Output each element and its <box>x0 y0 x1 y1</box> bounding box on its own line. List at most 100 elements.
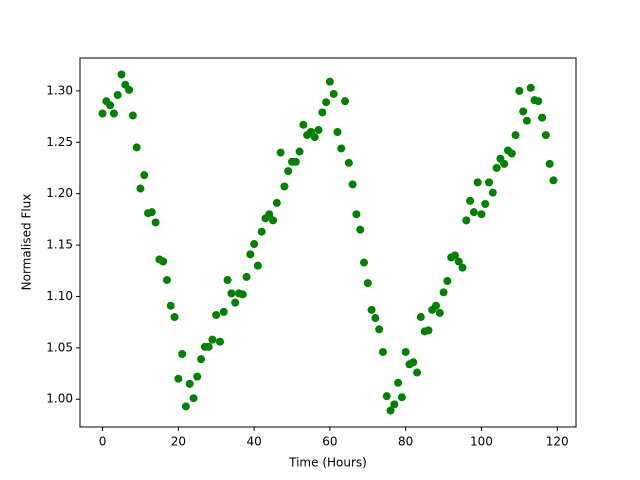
data-point <box>140 171 149 180</box>
x-tick-label: 100 <box>470 435 493 449</box>
data-point <box>322 98 331 107</box>
data-point <box>325 77 334 86</box>
data-point <box>227 289 236 298</box>
data-point <box>454 257 463 266</box>
data-point <box>363 279 372 288</box>
data-point <box>265 210 274 219</box>
data-point <box>310 133 319 142</box>
data-point <box>341 97 350 106</box>
data-point <box>284 167 293 176</box>
data-point <box>534 97 543 106</box>
data-point <box>132 143 141 152</box>
data-point <box>147 208 156 217</box>
data-point <box>242 272 251 281</box>
data-point <box>166 301 175 310</box>
data-point <box>401 347 410 356</box>
data-point <box>485 178 494 187</box>
data-point <box>280 182 289 191</box>
plot-frame <box>79 57 577 428</box>
data-point <box>197 355 206 364</box>
data-point <box>250 240 259 249</box>
data-point <box>246 250 255 259</box>
data-point <box>178 350 187 359</box>
data-point <box>378 347 387 356</box>
data-point <box>435 308 444 317</box>
x-tick-label: 20 <box>171 435 186 449</box>
data-point <box>371 314 380 323</box>
data-point <box>193 372 202 381</box>
data-point <box>473 178 482 187</box>
data-point <box>424 326 433 335</box>
data-point <box>125 85 134 94</box>
data-point <box>204 342 213 351</box>
data-point <box>488 188 497 197</box>
data-point <box>299 120 308 129</box>
data-point <box>181 402 190 411</box>
data-point <box>128 111 137 120</box>
data-point <box>458 263 467 272</box>
data-point <box>416 313 425 322</box>
data-point <box>356 225 365 234</box>
x-tick-label: 120 <box>546 435 569 449</box>
data-point <box>394 378 403 387</box>
data-point <box>174 374 183 383</box>
data-point <box>113 91 122 100</box>
data-point <box>519 107 528 116</box>
data-point <box>253 261 262 270</box>
data-point <box>314 125 323 134</box>
data-point <box>208 335 217 344</box>
data-point <box>348 180 357 189</box>
y-tick-label: 1.30 <box>46 83 73 97</box>
data-point <box>276 148 285 157</box>
x-tick-label: 80 <box>398 435 413 449</box>
data-point <box>219 307 228 316</box>
data-point <box>397 393 406 402</box>
data-point <box>291 157 300 166</box>
data-point <box>522 116 531 125</box>
data-point <box>159 257 168 266</box>
data-point <box>212 310 221 319</box>
y-tick-label: 1.05 <box>46 340 73 354</box>
y-tick-label: 1.10 <box>46 289 73 303</box>
y-tick-label: 1.20 <box>46 186 73 200</box>
data-point <box>231 298 240 307</box>
x-axis-label: Time (Hours) <box>288 456 367 470</box>
data-point <box>272 198 281 207</box>
data-point <box>257 227 266 236</box>
data-point <box>439 288 448 297</box>
y-axis-label: Normalised Flux <box>20 194 34 291</box>
data-point <box>450 251 459 260</box>
data-point <box>541 131 550 140</box>
data-point <box>329 89 338 98</box>
data-point <box>545 159 554 168</box>
x-tick-label: 40 <box>246 435 261 449</box>
data-point <box>443 277 452 286</box>
data-point <box>337 144 346 153</box>
y-tick-label: 1.15 <box>46 238 73 252</box>
data-point <box>386 406 395 415</box>
data-point <box>98 109 107 118</box>
data-point <box>466 196 475 205</box>
data-point <box>189 394 198 403</box>
x-tick-label: 60 <box>322 435 337 449</box>
x-tick-label: 0 <box>99 435 107 449</box>
data-point <box>462 216 471 225</box>
data-point <box>431 301 440 310</box>
data-point <box>170 313 179 322</box>
data-point <box>318 108 327 117</box>
data-point <box>333 128 342 137</box>
data-point <box>223 276 232 285</box>
data-point <box>409 358 418 367</box>
data-point <box>136 184 145 193</box>
data-point <box>526 83 535 92</box>
data-point <box>106 101 115 110</box>
data-point <box>238 290 247 299</box>
data-point <box>515 86 524 95</box>
data-point <box>382 392 391 401</box>
data-point <box>352 210 361 219</box>
data-point <box>359 258 368 267</box>
data-point <box>162 276 171 285</box>
data-point <box>117 70 126 79</box>
data-point <box>295 147 304 156</box>
